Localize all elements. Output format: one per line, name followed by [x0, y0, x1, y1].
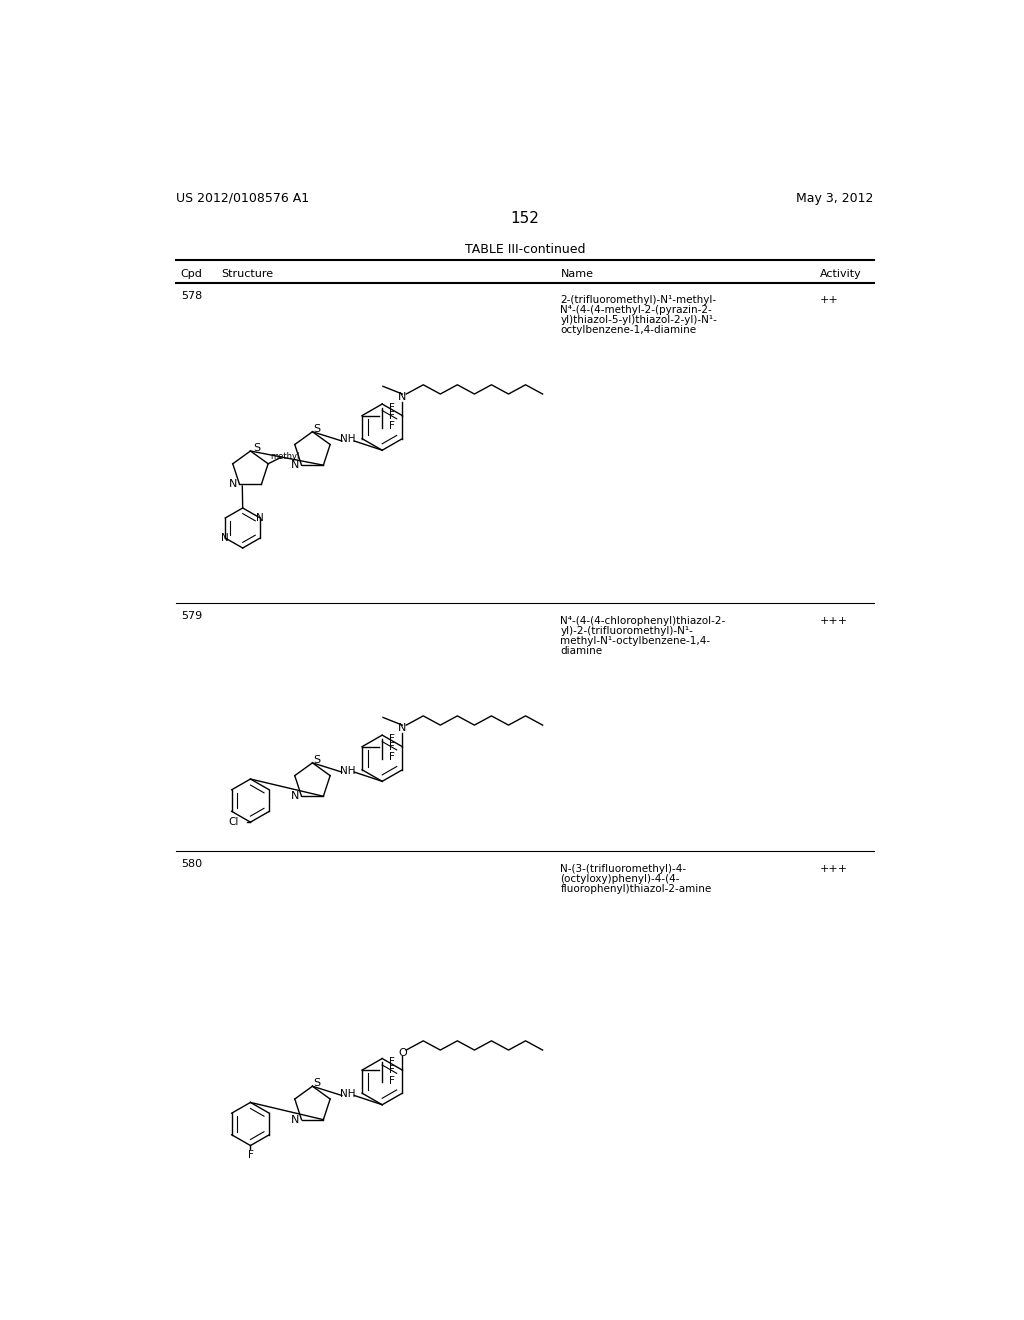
Text: 578: 578 — [180, 290, 202, 301]
Text: F: F — [389, 734, 395, 744]
Text: May 3, 2012: May 3, 2012 — [797, 191, 873, 205]
Text: Structure: Structure — [221, 269, 273, 279]
Text: F: F — [389, 1057, 395, 1068]
Text: N: N — [221, 533, 229, 543]
Text: N: N — [291, 461, 299, 470]
Text: yl)-2-(trifluoromethyl)-N¹-: yl)-2-(trifluoromethyl)-N¹- — [560, 626, 693, 636]
Text: TABLE III-continued: TABLE III-continued — [465, 243, 585, 256]
Text: F: F — [248, 1150, 253, 1160]
Text: NH: NH — [340, 434, 356, 445]
Text: S: S — [253, 444, 260, 453]
Text: F: F — [389, 1065, 395, 1074]
Text: diamine: diamine — [560, 645, 602, 656]
Text: Cl: Cl — [228, 817, 239, 828]
Text: Cpd: Cpd — [180, 269, 203, 279]
Text: N⁴-(4-(4-chlorophenyl)thiazol-2-: N⁴-(4-(4-chlorophenyl)thiazol-2- — [560, 615, 726, 626]
Text: F: F — [389, 742, 395, 751]
Text: 580: 580 — [180, 859, 202, 869]
Text: +++: +++ — [820, 863, 848, 874]
Text: ++: ++ — [820, 296, 839, 305]
Text: N: N — [398, 723, 407, 733]
Text: F: F — [389, 403, 395, 413]
Text: F: F — [389, 421, 395, 432]
Text: F: F — [389, 752, 395, 763]
Text: S: S — [313, 424, 321, 434]
Text: F: F — [389, 411, 395, 421]
Text: Name: Name — [560, 269, 594, 279]
Text: N-(3-(trifluoromethyl)-4-: N-(3-(trifluoromethyl)-4- — [560, 863, 686, 874]
Text: yl)thiazol-5-yl)thiazol-2-yl)-N¹-: yl)thiazol-5-yl)thiazol-2-yl)-N¹- — [560, 315, 718, 326]
Text: US 2012/0108576 A1: US 2012/0108576 A1 — [176, 191, 309, 205]
Text: +++: +++ — [820, 615, 848, 626]
Text: fluorophenyl)thiazol-2-amine: fluorophenyl)thiazol-2-amine — [560, 884, 712, 894]
Text: Activity: Activity — [820, 269, 862, 279]
Text: N: N — [229, 479, 238, 490]
Text: 152: 152 — [510, 211, 540, 226]
Text: (octyloxy)phenyl)-4-(4-: (octyloxy)phenyl)-4-(4- — [560, 874, 680, 883]
Text: 2-(trifluoromethyl)-N¹-methyl-: 2-(trifluoromethyl)-N¹-methyl- — [560, 296, 717, 305]
Text: methyl: methyl — [270, 451, 300, 461]
Text: N: N — [291, 791, 299, 801]
Text: 579: 579 — [180, 611, 202, 622]
Text: F: F — [389, 1076, 395, 1086]
Text: NH: NH — [340, 1089, 356, 1100]
Text: N: N — [256, 513, 264, 523]
Text: NH: NH — [340, 766, 356, 776]
Text: S: S — [313, 1078, 321, 1088]
Text: N: N — [291, 1114, 299, 1125]
Text: octylbenzene-1,4-diamine: octylbenzene-1,4-diamine — [560, 326, 696, 335]
Text: methyl-N¹-octylbenzene-1,4-: methyl-N¹-octylbenzene-1,4- — [560, 636, 711, 645]
Text: N: N — [398, 392, 407, 403]
Text: N⁴-(4-(4-methyl-2-(pyrazin-2-: N⁴-(4-(4-methyl-2-(pyrazin-2- — [560, 305, 713, 315]
Text: O: O — [398, 1048, 407, 1059]
Text: S: S — [313, 755, 321, 764]
